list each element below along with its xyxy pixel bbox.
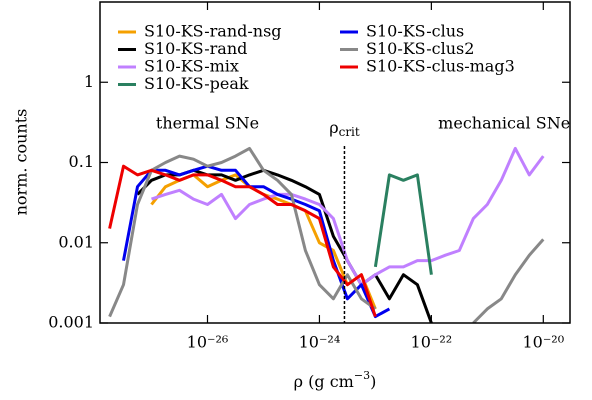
legend-label: S10-KS-rand — [144, 39, 247, 58]
y-tick-label: 0.1 — [69, 152, 94, 171]
legend-label: S10-KS-clus-mag3 — [366, 57, 515, 76]
y-tick-label: 1 — [84, 72, 94, 91]
x-tick-label: 10⁻²⁴ — [299, 333, 341, 352]
legend-label: S10-KS-peak — [144, 74, 249, 93]
y-axis-label: norm. counts — [12, 109, 31, 216]
x-label-end: ) — [370, 372, 376, 391]
legend-label: S10-KS-mix — [144, 57, 239, 76]
y-tick-label: 0.01 — [58, 232, 94, 251]
series-line — [108, 146, 545, 323]
plot-lines — [108, 146, 545, 323]
x-label-main: ρ (g cm — [294, 372, 354, 391]
crit-label: ρcrit — [329, 118, 360, 139]
crit-symbol: ρ — [329, 118, 338, 137]
x-tick-label: 10⁻²⁶ — [187, 333, 229, 352]
crit-sub: crit — [339, 125, 360, 139]
legend-label: S10-KS-rand-nsg — [144, 22, 282, 41]
annotation: mechanical SNe — [438, 114, 570, 133]
annotation: thermal SNe — [156, 114, 259, 133]
legend-label: S10-KS-clus2 — [366, 39, 474, 58]
x-tick-label: 10⁻²² — [411, 333, 453, 352]
y-tick-label: 0.001 — [48, 313, 94, 332]
x-label-sup: −3 — [354, 369, 370, 382]
x-tick-label: 10⁻²⁰ — [522, 333, 564, 352]
x-axis-label: ρ (g cm−3) — [294, 369, 377, 391]
series-line — [151, 146, 545, 287]
series-line — [373, 173, 433, 275]
legend-label: S10-KS-clus — [366, 22, 464, 41]
series-line — [108, 164, 377, 318]
